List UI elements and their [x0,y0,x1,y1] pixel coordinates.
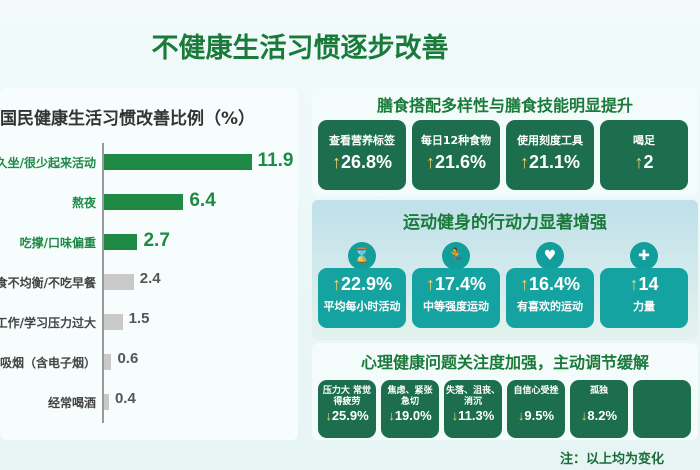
chart-title: 国民健康生活习惯改善比例（%） [0,109,256,129]
card-label: 查看营养标签 [329,134,395,147]
card-label: 喝足 [633,134,655,147]
card-value: 21.1% [528,152,581,172]
card-value: 2 [643,152,654,172]
arrow-down-icon: ↓ [580,408,588,423]
bar [104,194,184,210]
bar-label: 吃撑/口味偏重 [19,236,96,250]
card-label: 自信心受挫 [513,386,559,396]
card-value: 11.3% [458,408,495,423]
card-label: 压力大 常觉得疲劳 [322,386,372,407]
mental-card: 压力大 常觉得疲劳 ↓25.9% [318,380,376,438]
bar-row: 经常喝酒 0.4 [0,390,296,412]
page-title: 不健康生活习惯逐步改善 [151,33,449,64]
bar-row: 熬夜 6.4 [0,190,296,212]
diet-title: 膳食搭配多样性与膳食技能明显提升 [376,96,633,115]
card-label: 有喜欢的运动 [517,300,583,313]
bar-row: 久坐/很少起来活动 11.9 [0,150,296,172]
bar [104,154,252,170]
bar-value: 0.4 [114,390,136,407]
bar-value: 6.4 [189,190,216,211]
bar-value: 2.4 [139,270,161,287]
sport-card: ↑22.9% 平均每小时活动 [318,268,406,328]
bar-value: 11.9 [257,150,294,171]
bar-label: 吸烟（含电子烟） [0,356,96,370]
card-label: 失落、沮丧、 消沉 [446,386,501,407]
card-value: 14 [638,274,659,294]
arrow-up-icon: ↑ [425,152,435,172]
arrow-down-icon: ↓ [451,408,459,423]
chart-axis [102,143,104,423]
bar-row: 吸烟（含电子烟） 0.6 [0,350,296,372]
bar-label: 熬夜 [71,196,96,210]
bar [104,314,123,330]
card-value: 25.9% [331,408,369,423]
card-value: 9.5% [524,408,555,423]
card-value: 21.6% [434,152,487,172]
footnote: 注：以上均为变化 [560,452,665,467]
card-value: 19.0% [394,408,432,423]
bar-label: 工作/学习压力过大 [0,316,96,330]
chart-panel [0,88,298,440]
card-value: 16.4% [528,274,581,294]
bar-value: 2.7 [143,230,170,251]
sport-title: 运动健身的行动力显著增强 [403,213,607,233]
card-label: 使用刻度工具 [517,134,583,147]
hourglass-icon: ⌛ [348,242,376,270]
bar-row: 吃撑/口味偏重 2.7 [0,230,296,252]
mental-title: 心理健康问题关注度加强，主动调节缓解 [360,353,649,372]
card-value: 8.2% [587,408,618,423]
arrow-up-icon: ↑ [425,274,435,294]
mental-card: 失落、沮丧、 消沉 ↓11.3% [444,380,502,438]
card-label: 力量 [633,300,655,313]
bar-value: 0.6 [117,350,139,367]
bar [104,394,109,410]
bar [104,354,112,370]
card-value: 26.8% [340,152,393,172]
arrow-up-icon: ↑ [331,152,341,172]
arrow-up-icon: ↑ [634,152,644,172]
card-label: 焦虑、紧张 急切 [387,386,433,407]
card-label: 孤独 [589,386,608,396]
card-label [633,386,691,408]
card-label: 平均每小时活动 [323,300,401,313]
sport-card: ↑14 力量 [600,268,688,328]
exercise-icon: 🏃 [442,242,470,270]
sport-card: ↑16.4% 有喜欢的运动 [506,268,594,328]
sport-card: ↑17.4% 中等强度运动 [412,268,500,328]
arrow-up-icon: ↑ [331,274,341,294]
bar-label: 经常喝酒 [47,396,96,410]
diet-card: 使用刻度工具 ↑21.1% [506,120,594,190]
arrow-down-icon: ↓ [325,408,332,423]
diet-card: 每日12种食物 ↑21.6% [412,120,500,190]
diet-card: 查看营养标签 ↑26.8% [318,120,406,190]
arrow-up-icon: ↑ [519,152,529,172]
bar-value: 1.5 [128,310,150,327]
strength-icon: ✚ [630,242,658,270]
mental-card: 孤独 ↓8.2% [570,380,628,438]
mental-card: 焦虑、紧张 急切 ↓19.0% [381,380,439,438]
mental-card [633,380,691,438]
heart-icon: ♥ [536,242,564,270]
arrow-up-icon: ↑ [629,274,639,294]
mental-card: 自信心受挫 ↓9.5% [507,380,565,438]
bar-row: 工作/学习压力过大 1.5 [0,310,296,332]
bar-label: 久坐/很少起来活动 [0,156,96,170]
diet-card: 喝足 ↑2 [600,120,688,190]
arrow-down-icon: ↓ [517,408,525,423]
card-value: 22.9% [340,274,393,294]
bar-label: 饮食不均衡/不吃早餐 [0,276,96,290]
bar [104,274,134,290]
arrow-up-icon: ↑ [519,274,529,294]
card-value: 17.4% [434,274,487,294]
arrow-down-icon: ↓ [388,408,395,423]
card-label: 每日12种食物 [420,134,492,147]
bar-row: 饮食不均衡/不吃早餐 2.4 [0,270,296,292]
bar [104,234,138,250]
card-label: 中等强度运动 [423,300,489,313]
